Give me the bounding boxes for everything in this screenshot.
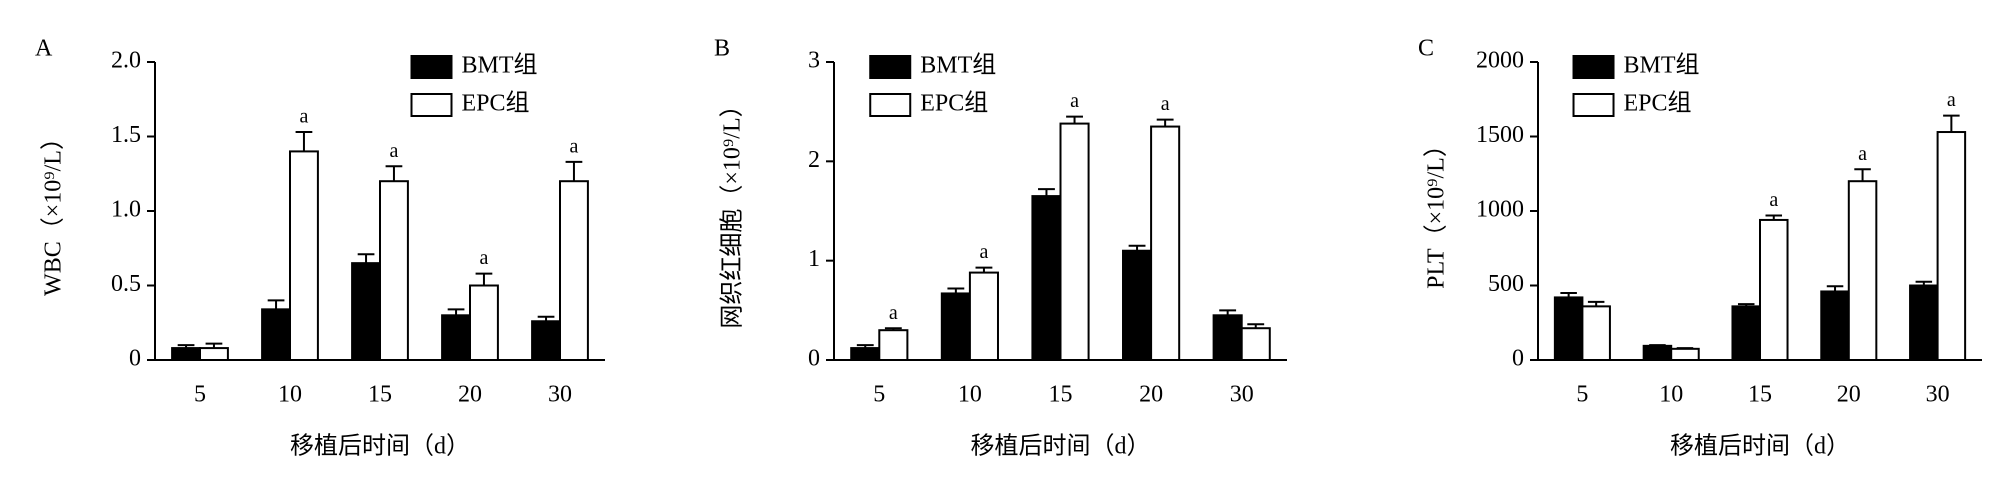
bar	[1031, 195, 1062, 361]
x-tick-label: 15	[1748, 382, 1772, 408]
bar	[1212, 314, 1243, 361]
bar	[1122, 249, 1153, 362]
legend-label: BMT组	[462, 52, 538, 79]
legend-label: EPC组	[920, 90, 988, 117]
x-tick-label: 15	[368, 382, 392, 408]
significance-mark: a	[480, 247, 489, 269]
y-tick-label: 0.5	[111, 271, 141, 297]
bar	[1847, 180, 1878, 361]
x-tick-label: 5	[873, 382, 885, 408]
legend-swatch	[869, 55, 912, 79]
y-tick-label: 500	[1488, 271, 1524, 297]
significance-mark: a	[1858, 143, 1867, 165]
y-tick-label: 0	[1512, 346, 1524, 372]
x-tick-label: 20	[458, 382, 482, 408]
significance-mark: a	[979, 241, 988, 263]
panel-label: C	[1418, 36, 1434, 62]
bar	[559, 180, 589, 361]
panel-label: A	[35, 36, 53, 62]
bar	[878, 329, 909, 362]
bar	[1670, 347, 1700, 362]
legend-label: EPC组	[462, 90, 530, 117]
x-tick-label: 5	[1576, 382, 1588, 408]
legend-swatch	[410, 55, 453, 79]
x-tick-label: 30	[548, 382, 572, 408]
bar	[1553, 296, 1584, 362]
bar	[940, 292, 971, 361]
x-tick-label: 10	[958, 382, 982, 408]
legend-label: EPC组	[1624, 90, 1692, 117]
bar	[289, 150, 319, 361]
bar	[1909, 284, 1939, 361]
y-tick-label: 2.0	[111, 48, 141, 74]
bar	[1820, 290, 1850, 361]
y-tick-label: 1.5	[111, 122, 141, 148]
y-axis-label: 网织红细胞（×10⁹/L）	[719, 93, 746, 328]
x-tick-label: 5	[194, 382, 206, 408]
y-tick-label: 1500	[1476, 122, 1524, 148]
bar	[441, 314, 472, 361]
bar	[171, 347, 202, 361]
bar	[469, 284, 499, 361]
y-tick-label: 2000	[1476, 48, 1524, 74]
legend-swatch	[1572, 55, 1615, 79]
legend-swatch	[1572, 93, 1615, 117]
y-axis-label: PLT（×10⁹/L）	[1424, 133, 1450, 289]
y-axis-label: WBC（×10⁹/L）	[41, 126, 67, 296]
significance-mark: a	[570, 135, 579, 157]
x-tick-label: 30	[1230, 382, 1254, 408]
bar	[531, 320, 561, 362]
x-tick-label: 15	[1049, 382, 1073, 408]
significance-mark: a	[1769, 189, 1778, 211]
y-tick-label: 2	[808, 147, 820, 173]
bar	[850, 347, 881, 361]
bar	[351, 262, 382, 361]
y-tick-label: 1	[808, 246, 820, 272]
bar	[261, 308, 292, 361]
x-tick-label: 10	[1659, 382, 1683, 408]
legend-swatch	[410, 93, 453, 117]
bar	[1150, 125, 1181, 361]
significance-mark: a	[889, 302, 898, 324]
bar	[1759, 218, 1789, 361]
significance-mark: a	[1947, 89, 1956, 111]
x-tick-label: 30	[1926, 382, 1950, 408]
y-tick-label: 1.0	[111, 197, 141, 223]
x-tick-label: 20	[1139, 382, 1163, 408]
significance-mark: a	[300, 106, 309, 128]
x-tick-label: 10	[278, 382, 302, 408]
significance-mark: a	[390, 140, 399, 162]
x-axis-label: 移植后时间（d）	[971, 433, 1151, 460]
bar	[1581, 305, 1611, 361]
x-axis-label: 移植后时间（d）	[1670, 433, 1850, 460]
bar	[1731, 305, 1762, 361]
significance-mark: a	[1161, 93, 1170, 115]
bar	[199, 347, 229, 361]
legend-label: BMT组	[920, 52, 996, 79]
y-tick-label: 3	[808, 48, 820, 74]
x-tick-label: 20	[1837, 382, 1861, 408]
y-tick-label: 1000	[1476, 197, 1524, 223]
bar	[1642, 344, 1673, 362]
bar	[1936, 131, 1967, 361]
bar	[1059, 122, 1090, 361]
panel-label: B	[714, 36, 730, 62]
bar	[968, 271, 999, 361]
bar	[1240, 327, 1271, 362]
legend-label: BMT组	[1624, 52, 1700, 79]
bar	[379, 180, 409, 361]
y-tick-label: 0	[129, 346, 141, 372]
legend-swatch	[869, 93, 912, 117]
x-axis-label: 移植后时间（d）	[290, 433, 470, 460]
significance-mark: a	[1070, 90, 1079, 112]
y-tick-label: 0	[808, 346, 820, 372]
